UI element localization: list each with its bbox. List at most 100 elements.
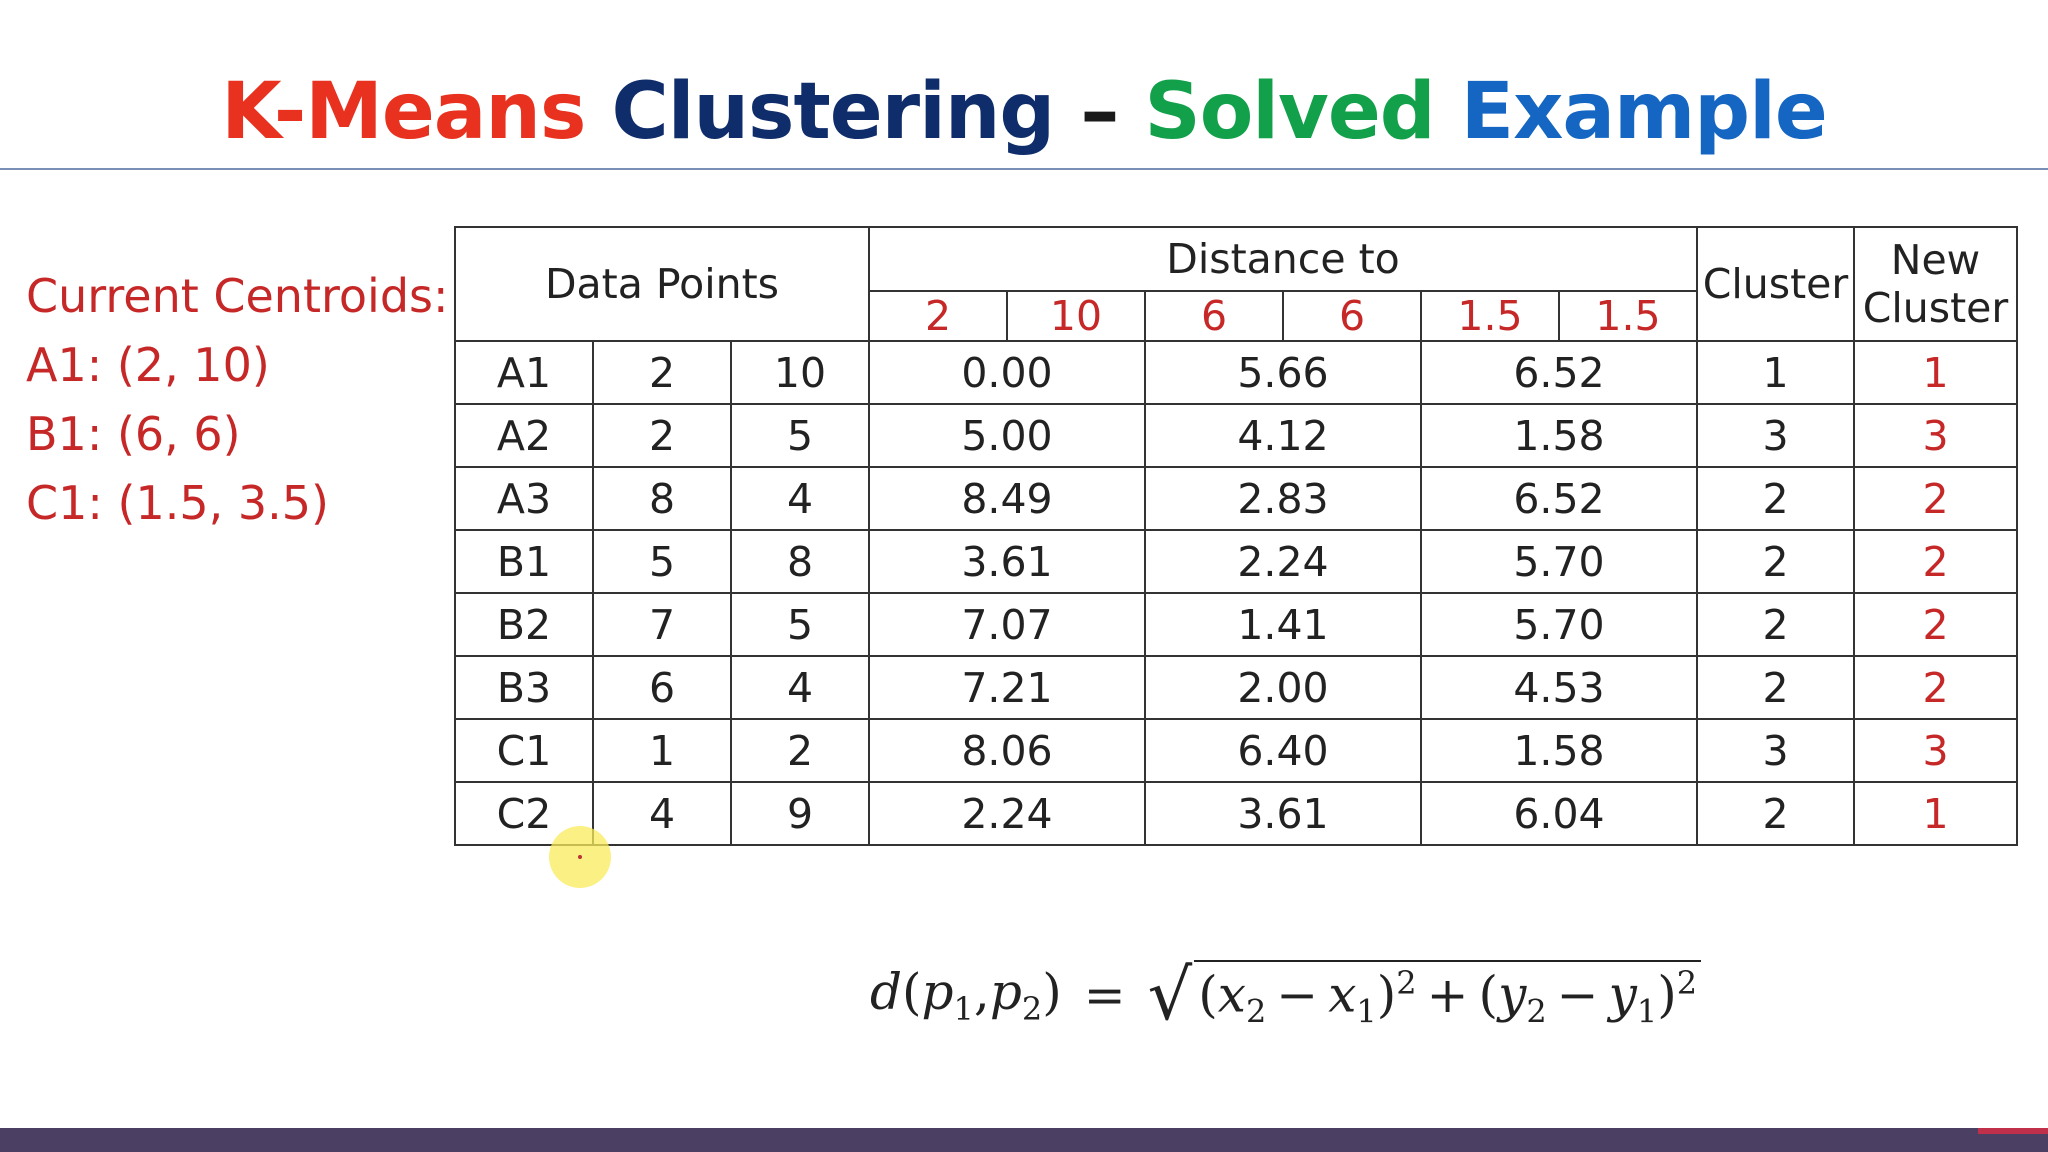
cell-distance-2: 2.24 (1144, 529, 1422, 594)
header-cluster: Cluster (1696, 226, 1855, 342)
formula-equals: = (1083, 966, 1126, 1025)
formula-plus: + (1426, 965, 1469, 1024)
cell-point-name: B1 (454, 529, 594, 594)
cell-distance-3: 6.04 (1420, 781, 1698, 846)
cell-distance-2: 2.00 (1144, 655, 1422, 720)
cell-y: 2 (730, 718, 870, 783)
pointer-highlight (549, 826, 611, 888)
title-part-dash: – (1080, 67, 1119, 157)
cell-distance-3: 6.52 (1420, 340, 1698, 405)
cell-cluster: 2 (1696, 529, 1855, 594)
table-row: B1 5 8 3.61 2.24 5.70 2 2 (454, 529, 2018, 594)
table-row: C1 1 2 8.06 6.40 1.58 3 3 (454, 718, 2018, 783)
cell-distance-2: 4.12 (1144, 403, 1422, 468)
cell-distance-2: 6.40 (1144, 718, 1422, 783)
cell-new-cluster: 3 (1853, 718, 2018, 783)
kmeans-table: Data Points Distance to Cluster New Clus… (454, 226, 2018, 846)
formula-sup: 2 (1396, 964, 1417, 1002)
cell-new-cluster: 2 (1853, 466, 2018, 531)
formula-comma: , (973, 962, 990, 1021)
formula-fn: d (870, 962, 903, 1021)
cell-x: 1 (592, 718, 732, 783)
bottom-bar (0, 1128, 2048, 1152)
centroids-heading: Current Centroids: (26, 269, 449, 323)
formula-minus: − (1556, 965, 1599, 1024)
cell-distance-2: 2.83 (1144, 466, 1422, 531)
table-row: B3 6 4 7.21 2.00 4.53 2 2 (454, 655, 2018, 720)
cell-distance-2: 5.66 (1144, 340, 1422, 405)
title-part-solved: Solved (1144, 67, 1436, 157)
formula-paren: ) (1376, 965, 1397, 1024)
formula-paren: ) (1657, 965, 1677, 1024)
cell-cluster: 2 (1696, 655, 1855, 720)
title-part-example: Example (1460, 67, 1828, 157)
formula-sub: 2 (1526, 992, 1547, 1031)
table-row: A1 2 10 0.00 5.66 6.52 1 1 (454, 340, 2018, 405)
cell-y: 4 (730, 466, 870, 531)
formula-paren: ) (1042, 962, 1062, 1021)
cell-point-name: B2 (454, 592, 594, 657)
cell-cluster: 2 (1696, 781, 1855, 846)
formula-x: x (1328, 965, 1357, 1024)
centroid-coord: 6 (1282, 290, 1422, 342)
formula-radicand: (x2− x1)2 + (y2− y1)2 (1194, 960, 1702, 1031)
cell-distance-2: 3.61 (1144, 781, 1422, 846)
cell-x: 5 (592, 529, 732, 594)
title-divider (0, 168, 2048, 170)
cell-cluster: 3 (1696, 718, 1855, 783)
formula-sup: 2 (1676, 964, 1698, 1002)
cell-new-cluster: 3 (1853, 403, 2018, 468)
centroid-item: C1: (1.5, 3.5) (26, 476, 329, 530)
formula-p: p (921, 962, 954, 1021)
centroid-item: A1: (2, 10) (26, 338, 270, 392)
formula-lhs: d(p1,p2) (870, 963, 1062, 1028)
cell-distance-3: 6.52 (1420, 466, 1698, 531)
cell-distance-1: 7.21 (868, 655, 1146, 720)
cell-new-cluster: 2 (1853, 529, 2018, 594)
cell-point-name: A2 (454, 403, 594, 468)
cell-distance-1: 2.24 (868, 781, 1146, 846)
formula-sub: 2 (1245, 992, 1267, 1031)
cell-x: 2 (592, 403, 732, 468)
centroid-coord: 1.5 (1420, 290, 1560, 342)
cell-point-name: A3 (454, 466, 594, 531)
formula-sub: 1 (1356, 992, 1377, 1031)
cell-distance-1: 0.00 (868, 340, 1146, 405)
formula-sub: 2 (1021, 989, 1043, 1028)
formula-x: x (1217, 965, 1246, 1024)
table-body: A1 2 10 0.00 5.66 6.52 1 1 A2 2 5 5.00 4.12 1.58 3 3 A3 8… (454, 340, 2018, 846)
formula-minus: − (1276, 965, 1319, 1024)
cell-x: 8 (592, 466, 732, 531)
euclidean-distance-formula: d(p1,p2) = √ (x2− x1)2 + (y2− y1)2 (870, 960, 1702, 1031)
header-new-cluster: New Cluster (1853, 226, 2018, 342)
cell-y: 8 (730, 529, 870, 594)
centroid-coord: 6 (1144, 290, 1284, 342)
centroid-coord: 1.5 (1558, 290, 1698, 342)
table-row: C2 4 9 2.24 3.61 6.04 2 1 (454, 781, 2018, 846)
cell-y: 4 (730, 655, 870, 720)
cell-distance-3: 4.53 (1420, 655, 1698, 720)
table-row: A3 8 4 8.49 2.83 6.52 2 2 (454, 466, 2018, 531)
formula-sub: 1 (1636, 992, 1658, 1031)
cell-point-name: A1 (454, 340, 594, 405)
cell-distance-3: 1.58 (1420, 718, 1698, 783)
cell-new-cluster: 1 (1853, 781, 2018, 846)
header-new-cluster-line1: New (1890, 236, 1981, 284)
cell-distance-1: 8.49 (868, 466, 1146, 531)
cell-distance-2: 1.41 (1144, 592, 1422, 657)
cell-new-cluster: 2 (1853, 655, 2018, 720)
cell-distance-3: 5.70 (1420, 592, 1698, 657)
cell-distance-1: 8.06 (868, 718, 1146, 783)
cell-point-name: B3 (454, 655, 594, 720)
centroid-coord: 2 (868, 290, 1008, 342)
formula-y: y (1608, 965, 1637, 1024)
header-new-cluster-line2: Cluster (1862, 284, 2009, 332)
cell-distance-3: 5.70 (1420, 529, 1698, 594)
cell-cluster: 1 (1696, 340, 1855, 405)
bottom-accent (1978, 1128, 2048, 1134)
cell-y: 10 (730, 340, 870, 405)
cell-x: 7 (592, 592, 732, 657)
cell-cluster: 2 (1696, 592, 1855, 657)
cell-distance-1: 5.00 (868, 403, 1146, 468)
